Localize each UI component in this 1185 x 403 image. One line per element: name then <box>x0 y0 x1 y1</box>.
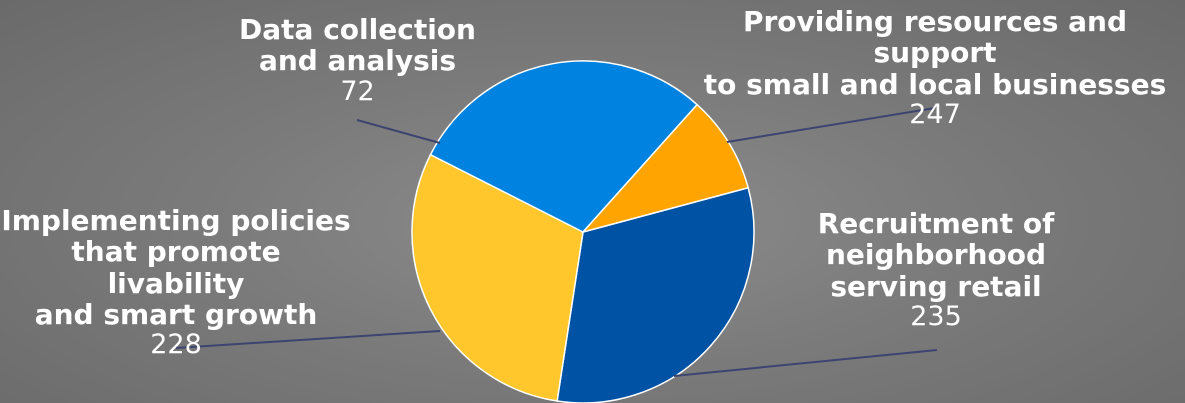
slice-label-value: 247 <box>909 99 961 131</box>
leader-line-policies <box>175 330 441 349</box>
slice-label-value: 235 <box>910 301 962 333</box>
pie-slices <box>411 60 755 403</box>
slice-implementing-policies <box>429 60 699 233</box>
slice-label-resources-support: Providing resources and support to small… <box>680 6 1185 130</box>
leader-line-data <box>356 119 441 144</box>
leader-line-resources <box>726 107 936 143</box>
leader-lines <box>175 107 938 377</box>
slice-recruitment-retail <box>411 153 584 402</box>
slice-label-name: Providing resources and support to small… <box>703 5 1167 101</box>
slice-label-data-collection: Data collection and analysis 72 <box>205 14 510 107</box>
slice-label-name: Recruitment of neighborhood serving reta… <box>817 207 1055 303</box>
slice-label-value: 72 <box>340 75 375 107</box>
slice-label-name: Data collection and analysis <box>239 13 476 78</box>
leader-line-retail <box>673 349 938 377</box>
slice-label-value: 228 <box>150 329 202 361</box>
slice-label-implementing-policies: Implementing policies that promote livab… <box>0 205 352 361</box>
slice-label-recruitment-retail: Recruitment of neighborhood serving reta… <box>760 208 1112 332</box>
slice-label-name: Implementing policies that promote livab… <box>1 204 351 332</box>
slice-resources-support <box>556 186 755 403</box>
